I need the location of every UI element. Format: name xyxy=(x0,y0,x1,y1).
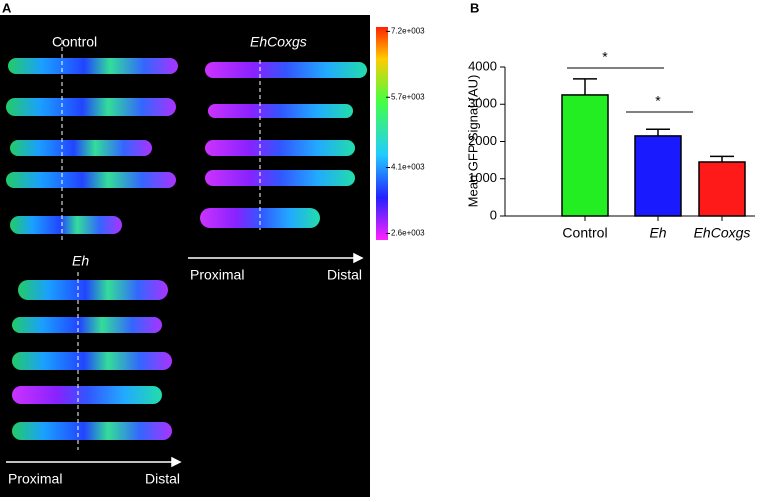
y-tick-label: 2000 xyxy=(468,133,497,148)
x-tick-label: Eh xyxy=(649,225,666,241)
colorbar xyxy=(376,27,388,240)
colorbar-tick-label: 5.7e+003 xyxy=(391,92,425,101)
bar xyxy=(561,94,609,217)
colorbar-tick-label: 4.1e+003 xyxy=(391,163,425,172)
midlines xyxy=(61,40,261,450)
bar xyxy=(634,135,682,217)
group-label: Eh xyxy=(72,253,89,269)
brackets xyxy=(567,67,693,113)
x-tick-label: Control xyxy=(562,225,607,241)
axis-label: Proximal xyxy=(8,471,62,487)
group-label: EhCoxgs xyxy=(250,34,307,50)
y-tick-label: 1000 xyxy=(468,170,497,185)
annotation: * xyxy=(655,93,661,109)
y-tick-label: 0 xyxy=(490,207,497,222)
arrows xyxy=(6,252,364,468)
colorbar-tick-label: 2.6e+003 xyxy=(391,229,425,238)
y-axis-label: Mean GFP Signal (AU) xyxy=(465,75,480,208)
group-label: Control xyxy=(52,34,97,50)
x-tick-label: EhCoxgs xyxy=(694,225,751,241)
annotation: * xyxy=(602,49,608,65)
axis-label: Proximal xyxy=(190,267,244,283)
y-tick-label: 4000 xyxy=(468,58,497,73)
axis-label: Distal xyxy=(327,267,362,283)
panel-label: A xyxy=(2,0,12,15)
image-background xyxy=(0,15,370,497)
panel-label: B xyxy=(470,0,479,15)
bar xyxy=(698,161,746,217)
worms xyxy=(6,58,367,440)
colorbar-tick-label: 7.2e+003 xyxy=(391,27,425,36)
axis-label: Distal xyxy=(145,471,180,487)
y-tick-label: 3000 xyxy=(468,96,497,111)
